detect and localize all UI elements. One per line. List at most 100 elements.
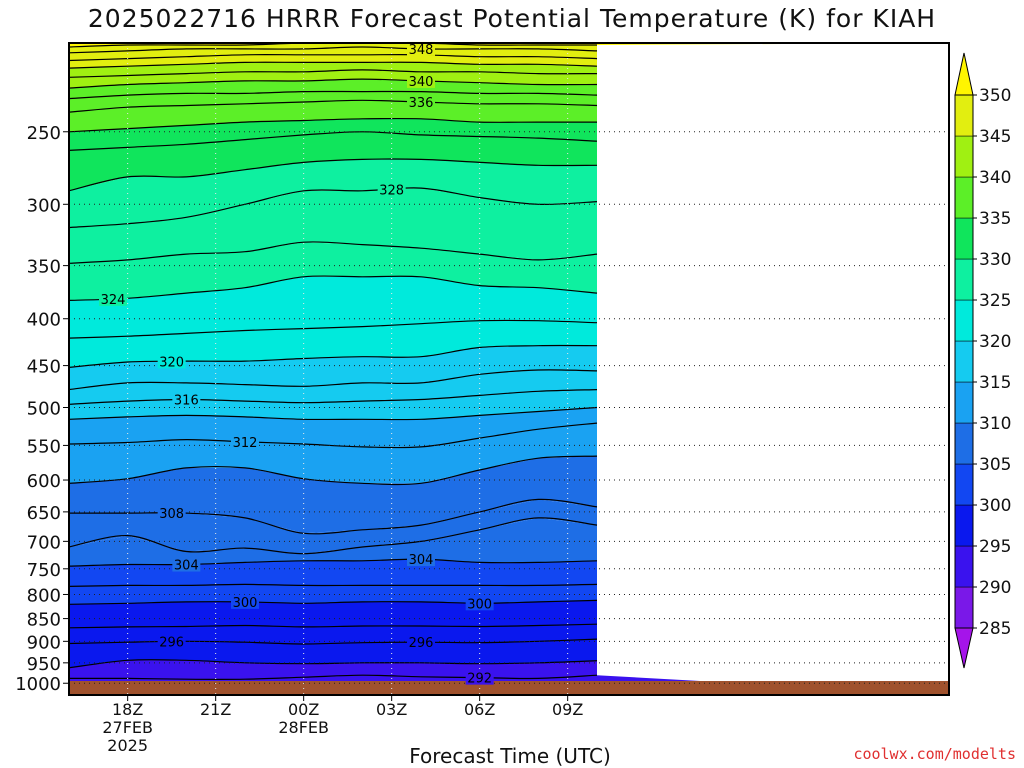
contour-label-bg	[157, 634, 186, 649]
contour-label-text: 292	[467, 672, 492, 687]
x-tick-label: 18Z	[112, 700, 143, 719]
band-fill	[69, 62, 597, 78]
x-tick-label: 09Z	[552, 700, 583, 719]
contour-label-bg	[407, 73, 435, 88]
contour-line	[69, 674, 598, 681]
band-fill	[69, 345, 597, 390]
contour-label: 296	[407, 635, 435, 651]
colorbar-swatch	[954, 463, 974, 506]
colorbar-label: 295	[979, 537, 1011, 557]
colorbar-label: 345	[979, 127, 1011, 147]
x-tick-label: 03Z	[376, 700, 407, 719]
colorbar-swatch	[954, 381, 974, 424]
contour-line	[69, 90, 598, 100]
contour-labels: 348 340 336 328 324 320 316 312 308 304 304 300 300 2…	[99, 41, 494, 687]
contour-label-text: 304	[409, 553, 434, 568]
colorbar-label: 335	[979, 209, 1011, 229]
band-fill	[69, 188, 597, 264]
contour-line	[69, 422, 598, 449]
contour-line	[69, 275, 598, 301]
band-fill	[69, 131, 597, 191]
contour-label-bg	[231, 434, 259, 449]
colorbar-label: 320	[979, 332, 1011, 352]
colorbar: 285 290 295 300 305 310 315 320 325 330 335 340 345 3…	[954, 52, 1011, 669]
contour-label: 292	[465, 670, 494, 687]
contour-label-text: 320	[159, 355, 184, 370]
contour-line	[69, 517, 598, 555]
band-fill	[69, 69, 597, 89]
contour-line	[69, 583, 598, 587]
contour-line	[69, 319, 598, 339]
contour-label-text: 324	[101, 293, 126, 308]
contour-line	[69, 54, 598, 62]
y-tick-label: 300	[27, 195, 61, 216]
colorbar-label: 285	[979, 619, 1011, 639]
contour-label-text: 308	[159, 507, 184, 522]
contour-label-text: 304	[174, 559, 199, 574]
contour-label: 320	[157, 354, 186, 370]
contour-line	[69, 344, 598, 368]
band-fill	[69, 118, 597, 151]
y-tick-label: 800	[27, 585, 61, 606]
y-tick-label: 400	[27, 310, 61, 331]
contour-label: 328	[377, 182, 406, 198]
contour-label: 304	[172, 557, 201, 574]
contour-line	[69, 187, 598, 229]
contour-label-text: 300	[467, 597, 492, 612]
colorbar-high-arrow	[954, 52, 974, 96]
contour-line	[69, 99, 598, 113]
colorbar-label: 290	[979, 578, 1011, 598]
band-fill	[69, 370, 597, 405]
y-tick-label: 650	[27, 503, 61, 524]
band-fill	[69, 159, 597, 228]
contour-line	[69, 43, 597, 48]
band-fill	[69, 47, 597, 61]
contour-label: 340	[407, 73, 435, 90]
y-tick-label: 750	[27, 560, 61, 581]
colorbar-swatch	[954, 504, 974, 547]
band-fill	[69, 100, 597, 132]
contour-line	[69, 558, 598, 567]
contour-label-bg	[407, 41, 435, 56]
y-tick-label: 350	[27, 257, 61, 278]
colorbar-swatch	[954, 545, 974, 588]
colorbar-label: 325	[979, 291, 1011, 311]
colorbar-label: 300	[979, 496, 1011, 516]
credit-link[interactable]: coolwx.com/modelts	[853, 745, 1016, 763]
y-tick-label: 700	[27, 532, 61, 553]
band-fill	[69, 423, 597, 484]
contour-label-text: 336	[409, 96, 434, 111]
band-fill	[69, 600, 597, 628]
contour-line	[69, 61, 598, 69]
band-fill	[69, 320, 597, 368]
colorbar-swatch	[954, 586, 974, 629]
contour-label-bg	[377, 182, 406, 197]
contour-label-text: 296	[409, 636, 434, 651]
band-fill	[69, 559, 597, 587]
colorbar-label: 310	[979, 414, 1011, 434]
colorbar-label: 305	[979, 455, 1011, 475]
y-tick-label: 450	[27, 357, 61, 378]
contour-line	[69, 455, 598, 486]
band-fill	[69, 91, 597, 113]
contour-lines	[69, 43, 598, 681]
contour-label: 324	[99, 291, 127, 308]
contour-label-text: 328	[379, 183, 404, 198]
y-tick-label: 550	[27, 436, 61, 457]
colorbar-label: 350	[979, 86, 1011, 106]
contour-line	[69, 131, 598, 151]
contour-label-bg	[231, 594, 259, 609]
x-tick-label: 28FEB	[278, 718, 329, 737]
colorbar-swatch	[954, 299, 974, 342]
contour-label: 300	[465, 596, 494, 612]
contour-label-text: 296	[159, 636, 184, 651]
contour-label-text: 316	[174, 393, 199, 408]
contour-line	[69, 46, 598, 54]
plot-frame	[68, 42, 950, 696]
contour-line	[69, 241, 598, 264]
band-fill	[69, 407, 597, 447]
contour-label-bg	[157, 506, 186, 521]
y-tick-label: 950	[27, 654, 61, 675]
contour-label-bg	[407, 95, 435, 110]
